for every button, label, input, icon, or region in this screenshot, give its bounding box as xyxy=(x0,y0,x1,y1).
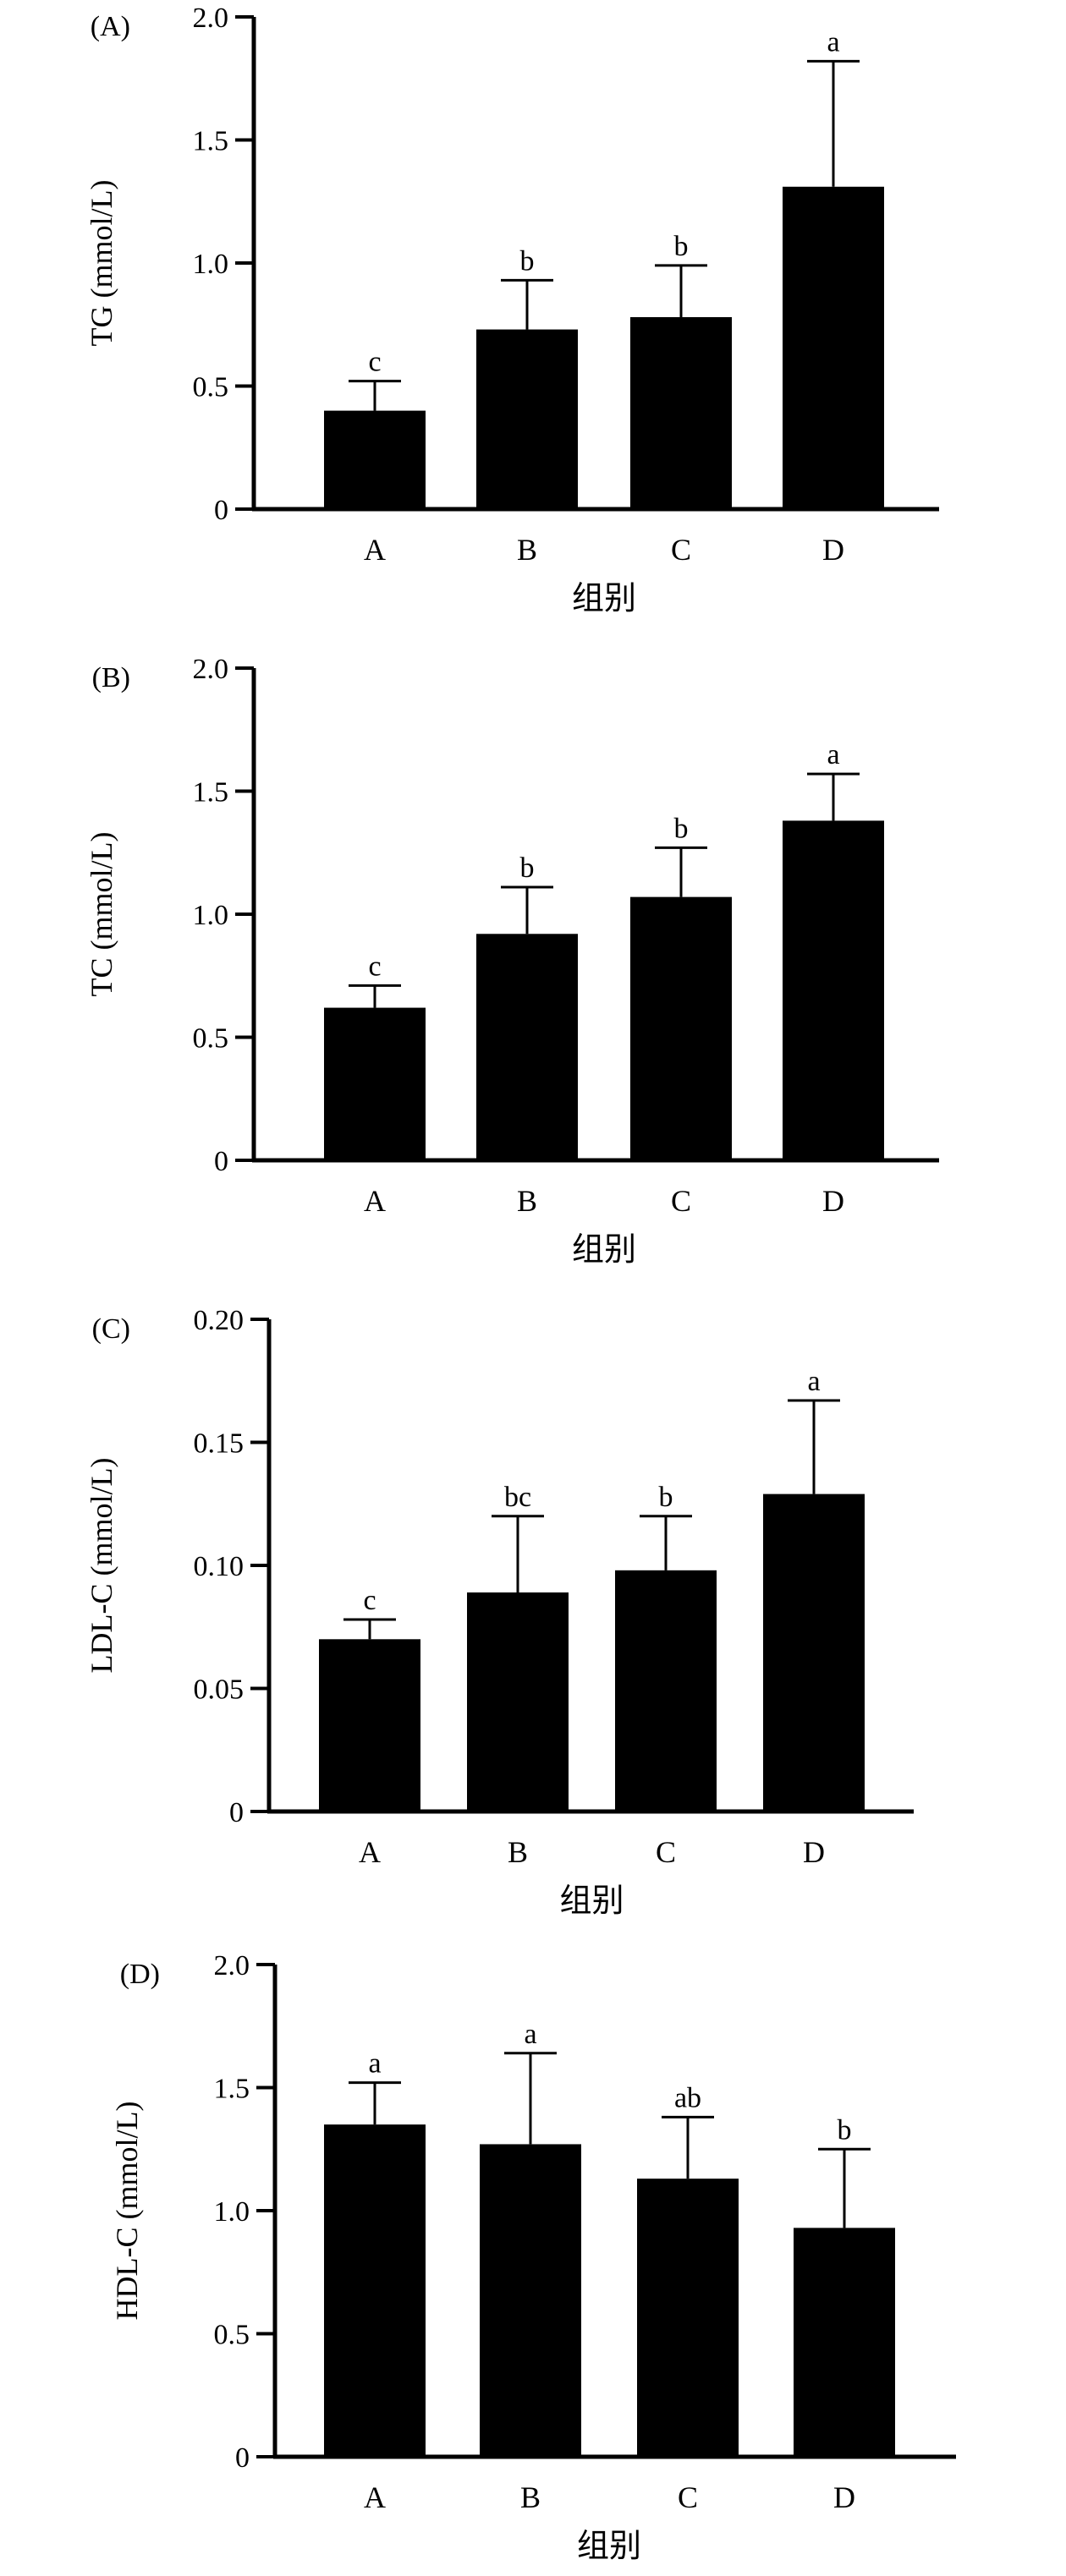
y-tick-label: 0.15 xyxy=(194,1428,245,1460)
bar-a xyxy=(324,1007,426,1160)
bar-c xyxy=(630,317,732,509)
y-tick-label: 2.0 xyxy=(193,654,229,685)
x-tick-label: A xyxy=(364,1184,386,1218)
x-tick-label: D xyxy=(833,2480,855,2514)
significance-label: a xyxy=(524,2019,536,2050)
y-axis-label: TG (mmol/L) xyxy=(85,180,118,347)
x-tick-label: A xyxy=(359,1835,381,1869)
significance-label: b xyxy=(674,231,689,262)
bar-b xyxy=(476,934,578,1160)
x-tick-label: D xyxy=(822,533,844,567)
bar-d xyxy=(763,1494,865,1811)
x-tick-label: B xyxy=(517,533,537,567)
bar-c xyxy=(630,896,732,1160)
significance-label: a xyxy=(807,1366,820,1397)
y-tick-label: 0.20 xyxy=(194,1305,245,1336)
x-axis-label: 组别 xyxy=(559,1883,624,1919)
significance-label: b xyxy=(520,852,535,884)
significance-label: ab xyxy=(674,2082,701,2113)
y-tick-label: 0.10 xyxy=(194,1551,245,1582)
significance-label: a xyxy=(368,2048,381,2080)
y-tick-label: 0 xyxy=(214,1146,228,1177)
significance-label: b xyxy=(838,2114,852,2146)
bar-d xyxy=(783,820,884,1160)
x-axis-label: 组别 xyxy=(572,581,636,617)
chart-panel-a: (A) c Ab Bb Ca D 0 0.5 1.0 1.5 2.0 TG (mmol/L) 组别 xyxy=(85,3,939,617)
significance-label: b xyxy=(520,245,535,277)
bar-b xyxy=(476,329,578,509)
y-axis-label: HDL-C (mmol/L) xyxy=(110,2102,144,2321)
chart-panel-b: (B) c Ab Bb Ca D 0 0.5 1.0 1.5 2.0 TC (mmol/L) 组别 xyxy=(85,654,939,1268)
significance-label: b xyxy=(674,813,689,844)
x-tick-label: B xyxy=(517,1184,537,1218)
x-tick-label: C xyxy=(671,533,691,567)
y-tick-label: 1.0 xyxy=(214,2196,250,2228)
panel-label: (A) xyxy=(91,11,130,42)
x-tick-label: A xyxy=(364,533,386,567)
y-tick-label: 2.0 xyxy=(214,1950,250,1981)
y-tick-label: 1.5 xyxy=(193,777,229,808)
y-tick-label: 1.0 xyxy=(193,249,229,280)
x-tick-label: C xyxy=(678,2480,698,2514)
y-tick-label: 0 xyxy=(229,1797,244,1828)
x-tick-label: B xyxy=(508,1835,528,1869)
bar-d xyxy=(794,2228,895,2457)
chart-panel-d: (D) a Aa Bab Cb D 0 0.5 1.0 1.5 2.0 HDL-C (mmol/L) 组… xyxy=(110,1950,956,2564)
bar-a xyxy=(319,1639,420,1811)
y-tick-label: 1.0 xyxy=(193,900,229,931)
significance-label: bc xyxy=(504,1482,531,1513)
bar-b xyxy=(480,2144,581,2457)
significance-label: a xyxy=(827,26,839,58)
x-tick-label: C xyxy=(671,1184,691,1218)
bar-a xyxy=(324,410,426,509)
bar-d xyxy=(783,186,884,510)
panel-label: (B) xyxy=(92,662,130,693)
bar-c xyxy=(637,2179,739,2457)
x-tick-label: B xyxy=(520,2480,541,2514)
y-tick-label: 0 xyxy=(235,2442,250,2474)
x-tick-label: C xyxy=(656,1835,676,1869)
y-tick-label: 0.05 xyxy=(194,1674,245,1706)
y-tick-label: 0 xyxy=(214,495,228,526)
y-axis-label: LDL-C (mmol/L) xyxy=(85,1458,118,1674)
bar-b xyxy=(467,1592,569,1811)
y-tick-label: 2.0 xyxy=(193,3,229,34)
x-axis-label: 组别 xyxy=(577,2529,641,2564)
x-axis-label: 组别 xyxy=(572,1232,636,1268)
y-tick-label: 1.5 xyxy=(193,126,229,157)
x-tick-label: D xyxy=(803,1835,825,1869)
significance-label: b xyxy=(659,1482,673,1513)
panel-label: (C) xyxy=(92,1313,130,1345)
bar-c xyxy=(615,1570,717,1811)
y-tick-label: 0.5 xyxy=(193,1023,229,1055)
significance-label: c xyxy=(368,951,381,982)
significance-label: c xyxy=(363,1585,376,1616)
x-tick-label: D xyxy=(822,1184,844,1218)
y-axis-label: TC (mmol/L) xyxy=(85,832,118,997)
y-tick-label: 1.5 xyxy=(214,2074,250,2105)
panel-label: (D) xyxy=(120,1959,160,1990)
bar-a xyxy=(324,2124,426,2457)
significance-label: a xyxy=(827,739,839,770)
y-tick-label: 0.5 xyxy=(193,372,229,403)
y-tick-label: 0.5 xyxy=(214,2320,250,2351)
x-tick-label: A xyxy=(364,2480,386,2514)
chart-panel-c: (C) c Abc Bb Ca D 0 0.05 0.10 0.15 0.20 LDL-C (mmol… xyxy=(85,1305,914,1919)
significance-label: c xyxy=(368,347,381,378)
